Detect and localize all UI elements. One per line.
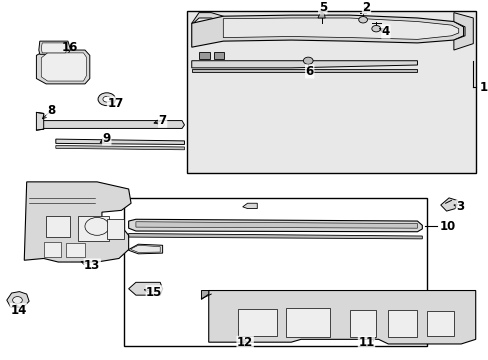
Polygon shape xyxy=(128,282,163,295)
Polygon shape xyxy=(56,139,184,144)
Text: 2: 2 xyxy=(362,1,370,14)
Polygon shape xyxy=(242,203,257,208)
Circle shape xyxy=(102,96,110,102)
Text: 11: 11 xyxy=(358,336,374,350)
Bar xyxy=(213,52,224,59)
Polygon shape xyxy=(24,182,131,262)
Polygon shape xyxy=(36,112,43,130)
Bar xyxy=(46,216,70,237)
Bar xyxy=(199,52,209,59)
Circle shape xyxy=(371,26,380,32)
Bar xyxy=(78,216,109,240)
Polygon shape xyxy=(128,234,422,239)
Circle shape xyxy=(358,17,366,23)
Polygon shape xyxy=(201,291,208,300)
Text: 6: 6 xyxy=(305,65,313,78)
Polygon shape xyxy=(191,15,463,47)
Bar xyxy=(106,219,123,239)
Text: 12: 12 xyxy=(237,336,253,350)
Text: 3: 3 xyxy=(455,200,463,213)
Text: 5: 5 xyxy=(318,1,326,14)
Polygon shape xyxy=(317,13,325,18)
Text: 7: 7 xyxy=(158,114,166,127)
Bar xyxy=(349,310,375,337)
Bar xyxy=(387,310,417,337)
Text: 1: 1 xyxy=(479,81,487,94)
Text: 10: 10 xyxy=(438,220,455,233)
Bar xyxy=(186,11,475,173)
Polygon shape xyxy=(440,198,456,211)
Circle shape xyxy=(13,297,22,304)
Bar xyxy=(65,243,85,257)
Polygon shape xyxy=(39,41,70,54)
Polygon shape xyxy=(131,245,160,252)
Circle shape xyxy=(98,93,115,105)
Polygon shape xyxy=(223,18,458,39)
Polygon shape xyxy=(41,43,67,53)
Text: 8: 8 xyxy=(47,104,55,117)
Polygon shape xyxy=(41,121,184,129)
Text: 16: 16 xyxy=(62,41,79,54)
Circle shape xyxy=(303,57,312,64)
Bar xyxy=(43,242,61,257)
Text: 17: 17 xyxy=(107,97,123,110)
Bar xyxy=(427,311,453,336)
Polygon shape xyxy=(191,68,417,72)
Polygon shape xyxy=(136,222,417,228)
Text: 14: 14 xyxy=(10,303,26,317)
Text: 15: 15 xyxy=(146,286,162,299)
Bar xyxy=(286,309,329,337)
Polygon shape xyxy=(128,244,163,254)
Polygon shape xyxy=(128,219,422,232)
Polygon shape xyxy=(453,13,472,50)
Bar xyxy=(123,198,427,346)
Polygon shape xyxy=(56,145,184,150)
Polygon shape xyxy=(208,291,475,344)
Circle shape xyxy=(85,217,109,235)
Text: 4: 4 xyxy=(381,25,389,38)
Polygon shape xyxy=(191,61,417,68)
Text: 9: 9 xyxy=(102,132,111,145)
Polygon shape xyxy=(36,50,90,84)
Polygon shape xyxy=(41,53,86,81)
Text: 13: 13 xyxy=(84,259,100,272)
Polygon shape xyxy=(7,292,29,307)
Bar xyxy=(237,309,276,336)
Polygon shape xyxy=(191,13,223,23)
